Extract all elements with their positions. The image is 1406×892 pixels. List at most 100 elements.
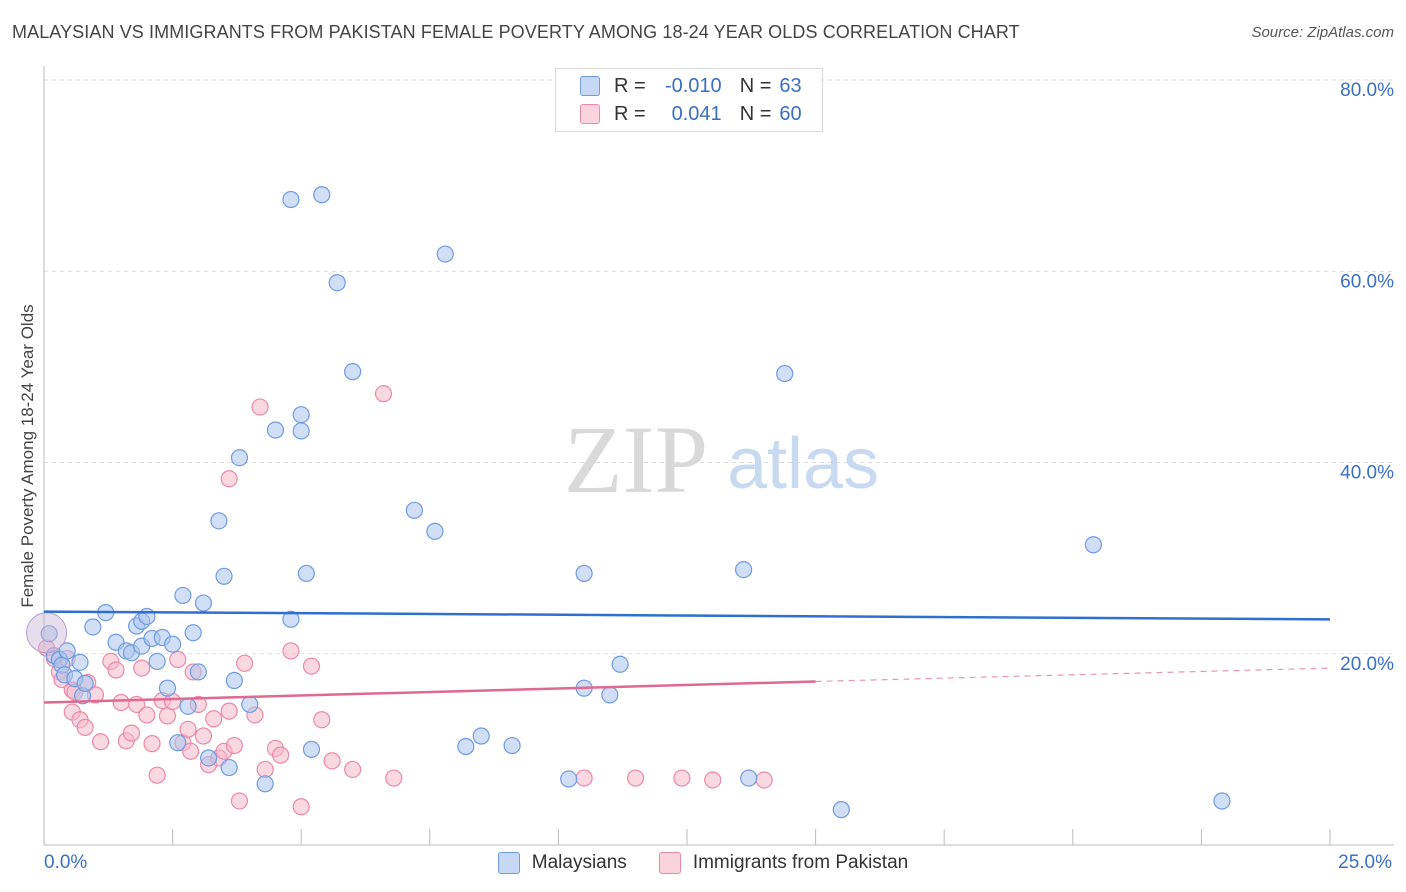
legend-n-value: 63 xyxy=(779,74,802,97)
legend-item-malaysians: Malaysians xyxy=(497,852,627,874)
point-malaysians xyxy=(292,422,310,440)
point-malaysians xyxy=(426,522,444,540)
point-malaysians xyxy=(302,740,321,758)
point-cluster-origin xyxy=(26,612,68,654)
point-pakistan xyxy=(91,733,110,751)
point-pakistan xyxy=(313,711,331,729)
y-tick-label: 20.0% xyxy=(1340,654,1394,675)
point-malaysians xyxy=(169,734,187,752)
point-pakistan xyxy=(575,769,593,787)
point-pakistan xyxy=(205,710,223,728)
point-malaysians xyxy=(189,663,207,681)
point-pakistan xyxy=(143,735,161,753)
watermark-zip: ZIP xyxy=(564,406,708,513)
point-pakistan xyxy=(374,385,393,403)
point-pakistan xyxy=(626,769,645,787)
legend-swatch-blue xyxy=(580,76,600,96)
x-tick-min: 0.0% xyxy=(44,852,88,873)
trend-lines xyxy=(43,610,1331,704)
trend-line-pakistan xyxy=(43,680,816,704)
series-malaysians-points xyxy=(26,186,1231,819)
legend-label-malaysians: Malaysians xyxy=(531,852,627,873)
point-malaysians xyxy=(776,364,794,383)
legend-swatch-pink xyxy=(580,104,600,124)
point-pakistan xyxy=(256,760,274,779)
point-malaysians xyxy=(84,618,102,636)
legend-swatch-pakistan xyxy=(658,852,681,874)
point-malaysians xyxy=(734,560,753,579)
legend-r-label: R = xyxy=(614,74,646,97)
point-malaysians xyxy=(158,679,177,697)
axes xyxy=(43,66,1394,846)
point-pakistan xyxy=(704,771,722,789)
series-legend: Malaysians Immigrants from Pakistan xyxy=(0,852,1406,874)
y-tick-label: 80.0% xyxy=(1340,80,1394,101)
point-malaysians xyxy=(575,564,593,583)
y-tick-label: 60.0% xyxy=(1340,271,1394,292)
point-pakistan xyxy=(236,654,254,672)
point-malaysians xyxy=(405,501,423,519)
y-tick-labels: 20.0% 40.0% 60.0% 80.0% xyxy=(1340,80,1394,675)
point-malaysians xyxy=(611,655,629,673)
point-pakistan xyxy=(302,657,321,675)
watermark: ZIP atlas xyxy=(564,406,879,513)
point-malaysians xyxy=(266,421,285,439)
point-malaysians xyxy=(436,245,454,263)
point-malaysians xyxy=(282,610,300,628)
x-tick-max: 25.0% xyxy=(1338,852,1392,873)
point-pakistan xyxy=(194,727,213,745)
point-malaysians xyxy=(174,586,192,605)
point-malaysians xyxy=(179,697,197,715)
point-malaysians xyxy=(256,775,274,793)
point-malaysians xyxy=(313,186,331,204)
legend-r-value: 0.041 xyxy=(671,102,722,125)
point-pakistan xyxy=(138,706,156,724)
trend-line-pakistan-extension xyxy=(815,667,1331,683)
point-pakistan xyxy=(158,707,177,725)
point-malaysians xyxy=(560,770,578,788)
legend-label-pakistan: Immigrants from Pakistan xyxy=(692,852,909,873)
point-malaysians xyxy=(1084,536,1102,554)
point-pakistan xyxy=(220,470,238,488)
point-pakistan xyxy=(220,702,238,720)
point-malaysians xyxy=(164,635,182,653)
legend-swatch-malaysians xyxy=(497,852,520,874)
point-malaysians xyxy=(220,758,238,777)
point-pakistan xyxy=(225,736,243,755)
point-malaysians xyxy=(344,363,362,381)
point-malaysians xyxy=(457,737,475,756)
legend-row-malaysians: R = -0.010 N = 63 xyxy=(580,74,802,98)
point-malaysians xyxy=(601,686,619,704)
point-malaysians xyxy=(832,801,850,819)
point-pakistan xyxy=(323,752,341,770)
point-pakistan xyxy=(107,661,125,679)
point-malaysians xyxy=(138,607,156,626)
point-pakistan xyxy=(344,760,362,779)
legend-r-label: R = xyxy=(614,102,646,125)
point-malaysians xyxy=(215,567,233,585)
point-pakistan xyxy=(148,766,166,784)
point-malaysians xyxy=(200,749,218,767)
point-malaysians xyxy=(1213,792,1231,810)
point-pakistan xyxy=(133,659,151,677)
point-pakistan xyxy=(169,650,187,669)
point-pakistan xyxy=(122,724,141,742)
point-malaysians xyxy=(282,190,300,209)
grid-lines xyxy=(44,79,1394,655)
point-pakistan xyxy=(230,792,249,810)
point-malaysians xyxy=(241,695,259,714)
y-tick-label: 40.0% xyxy=(1340,463,1394,484)
legend-n-label: N = xyxy=(739,74,772,97)
point-malaysians xyxy=(76,674,94,692)
point-pakistan xyxy=(251,398,269,416)
legend-r-value: -0.010 xyxy=(664,74,722,97)
point-malaysians xyxy=(472,727,490,745)
point-malaysians xyxy=(503,736,521,755)
legend-n-value: 60 xyxy=(779,102,802,125)
point-malaysians xyxy=(194,594,213,612)
point-malaysians xyxy=(297,564,315,583)
point-malaysians xyxy=(148,652,166,671)
point-malaysians xyxy=(184,624,202,642)
point-pakistan xyxy=(673,769,691,787)
